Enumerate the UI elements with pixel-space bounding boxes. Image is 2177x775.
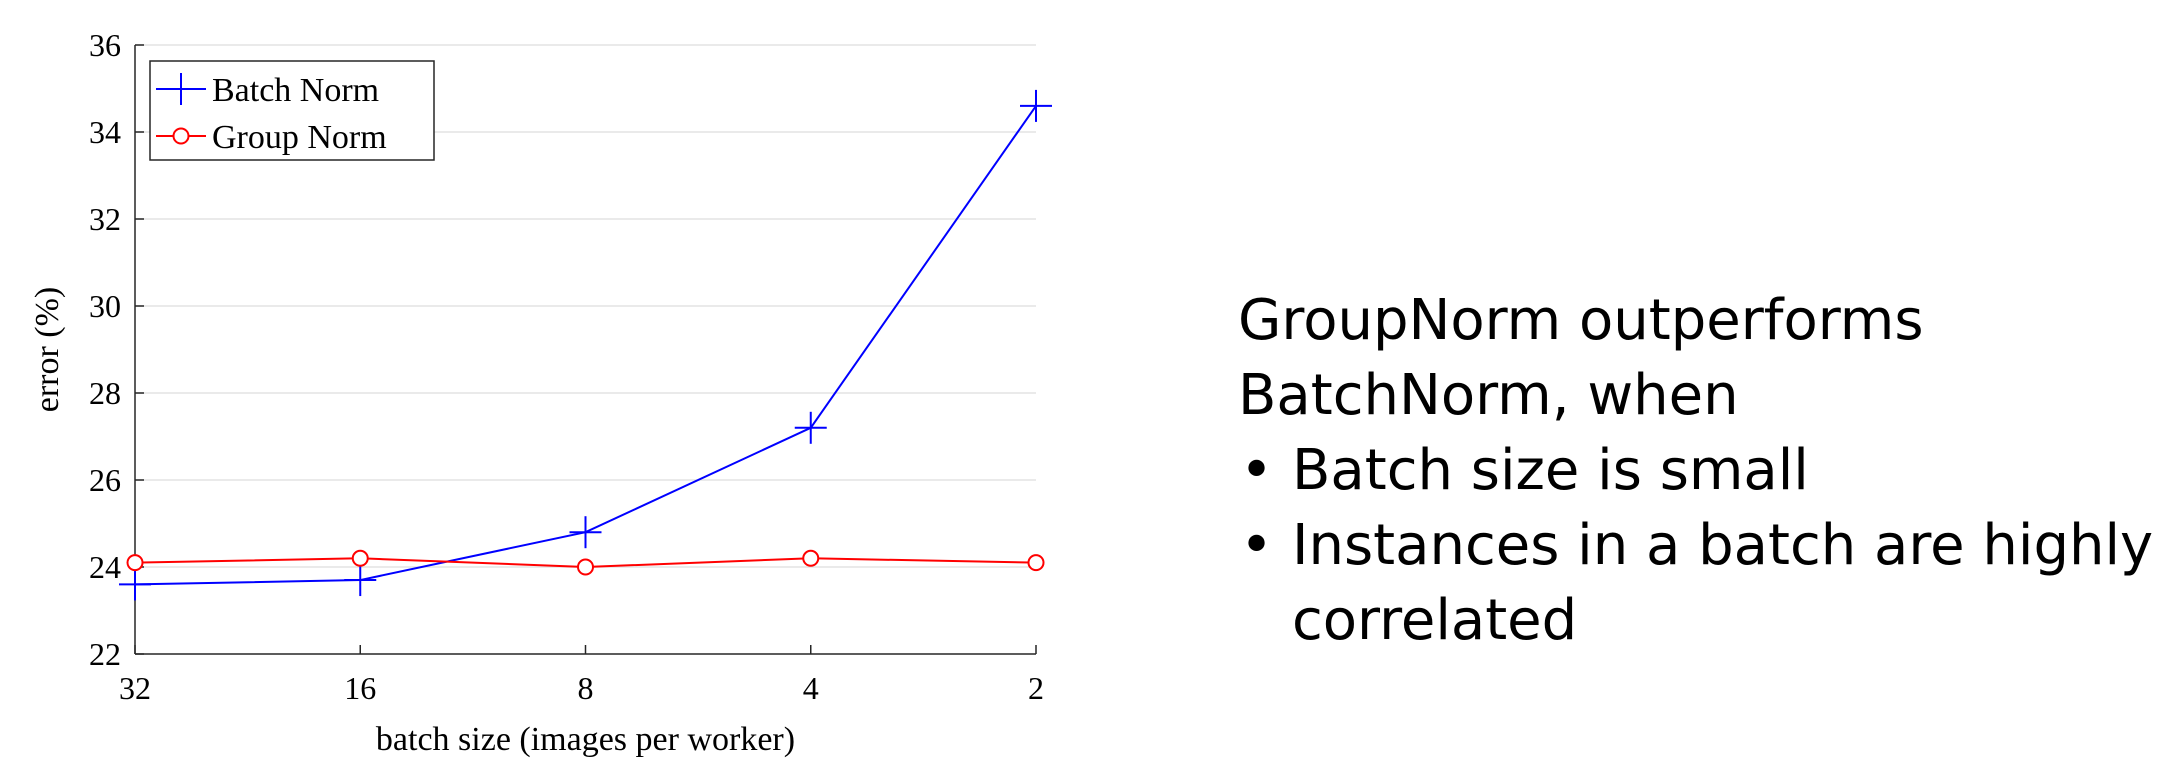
y-tick-label: 28 xyxy=(89,375,121,411)
x-tick-label: 8 xyxy=(578,670,594,706)
batch-norm-point xyxy=(1020,89,1052,122)
legend-label-batch-norm: Batch Norm xyxy=(212,72,379,109)
x-axis-title: batch size (images per worker) xyxy=(376,721,795,758)
notes-heading-line-1: GroupNorm outperforms xyxy=(1238,288,1924,353)
batch-norm-line xyxy=(134,105,1037,586)
legend-box xyxy=(149,60,435,161)
x-tick-label: 4 xyxy=(803,670,819,706)
notes-heading-line-2: BatchNorm, when xyxy=(1238,363,1739,428)
y-tick-label: 26 xyxy=(89,462,121,498)
group-norm-point xyxy=(351,549,369,567)
group-norm-point xyxy=(577,558,594,576)
series xyxy=(119,89,1052,601)
legend: Batch Norm Group Norm xyxy=(149,60,435,161)
y-tick-label: 22 xyxy=(89,636,121,672)
batch-norm-point xyxy=(569,516,602,549)
notes-bullet-item: Batch size is small xyxy=(1238,433,2168,508)
x-tick-label: 32 xyxy=(119,670,151,706)
y-tick-label: 34 xyxy=(89,114,121,150)
x-tick-label: 2 xyxy=(1028,670,1044,706)
y-tick-label: 36 xyxy=(89,27,121,63)
notes-bullet-text: Instances in a batch are highly xyxy=(1292,513,2154,578)
notes-heading: GroupNorm outperforms BatchNorm, when xyxy=(1238,283,2168,433)
notes-bullet-list: Batch size is small Instances in a batch… xyxy=(1238,433,2168,658)
notes-bullet-item: Instances in a batch are highly correlat… xyxy=(1238,508,2168,658)
batch-norm-point xyxy=(344,564,377,597)
axes xyxy=(134,44,1037,655)
batch-norm-point xyxy=(794,411,827,444)
group-norm-point xyxy=(126,554,144,572)
x-tick-label: 16 xyxy=(344,670,376,706)
y-tick-label: 24 xyxy=(89,549,121,585)
group-norm-point xyxy=(802,549,820,567)
error-vs-batch-size-chart: 22 24 26 28 30 32 34 36 32 16 8 4 2 batch size (imag… xyxy=(29,27,1052,758)
batch-norm-point xyxy=(119,568,151,601)
notes-panel: GroupNorm outperforms BatchNorm, when Ba… xyxy=(1238,283,2168,658)
y-tick-label: 32 xyxy=(89,201,121,237)
notes-bullet-text: Batch size is small xyxy=(1292,438,1809,503)
notes-bullet-text-continued: correlated xyxy=(1292,588,1578,653)
batch-norm-series xyxy=(119,89,1052,601)
y-tick-label: 30 xyxy=(89,288,121,324)
tick-labels: 22 24 26 28 30 32 34 36 32 16 8 4 2 xyxy=(89,27,1044,706)
legend-label-group-norm: Group Norm xyxy=(212,119,387,156)
legend-marker-batch-norm xyxy=(165,73,197,105)
legend-marker-group-norm xyxy=(172,127,190,145)
y-axis-title: error (%) xyxy=(29,287,66,413)
group-norm-series xyxy=(126,549,1045,576)
group-norm-point xyxy=(1027,554,1045,572)
